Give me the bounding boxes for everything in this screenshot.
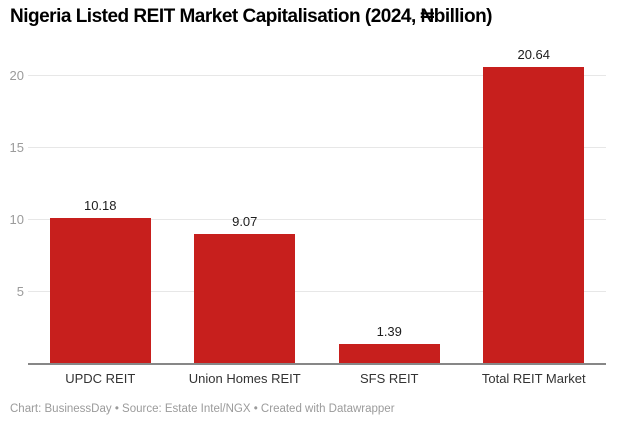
attribution-footer: Chart: BusinessDay • Source: Estate Inte…: [10, 403, 395, 415]
category-label-1: Union Homes REIT: [188, 371, 301, 386]
gridline-y10: [28, 219, 606, 221]
value-label-2: 1.39: [376, 324, 402, 340]
category-label-0: UPDC REIT: [65, 371, 136, 386]
bar-group-2: 1.39: [338, 324, 440, 364]
value-label-3: 20.64: [517, 47, 551, 63]
gridline-y20: [28, 75, 606, 77]
bar-1: [194, 233, 296, 364]
bar-2: [338, 344, 440, 364]
value-label-1: 9.07: [232, 213, 258, 229]
value-label-0: 10.18: [83, 197, 117, 213]
y-tick-label-15: 15: [9, 140, 24, 156]
gridline-y5: [28, 291, 606, 293]
y-tick-label-10: 10: [9, 212, 24, 228]
gridline-y15: [28, 147, 606, 149]
chart-title: Nigeria Listed REIT Market Capitalisatio…: [10, 6, 493, 27]
bar-group-0: 10.18: [49, 198, 151, 364]
bar-0: [49, 217, 151, 364]
x-axis-baseline: [28, 363, 606, 365]
x-axis-labels: UPDC REIT Union Homes REIT SFS REIT Total R…: [28, 371, 606, 389]
category-label-3: Total REIT Market: [481, 371, 586, 386]
y-axis: 5 10 15 20: [0, 62, 24, 364]
bar-group-1: 9.07: [194, 214, 296, 364]
y-tick-label-20: 20: [9, 68, 24, 84]
bar-3: [483, 67, 585, 364]
y-tick-label-5: 5: [16, 284, 24, 300]
category-label-2: SFS REIT: [359, 371, 419, 386]
bar-group-3: 20.64: [483, 47, 585, 364]
plot-area: 10.18 9.07 1.39 20.64: [28, 47, 606, 364]
